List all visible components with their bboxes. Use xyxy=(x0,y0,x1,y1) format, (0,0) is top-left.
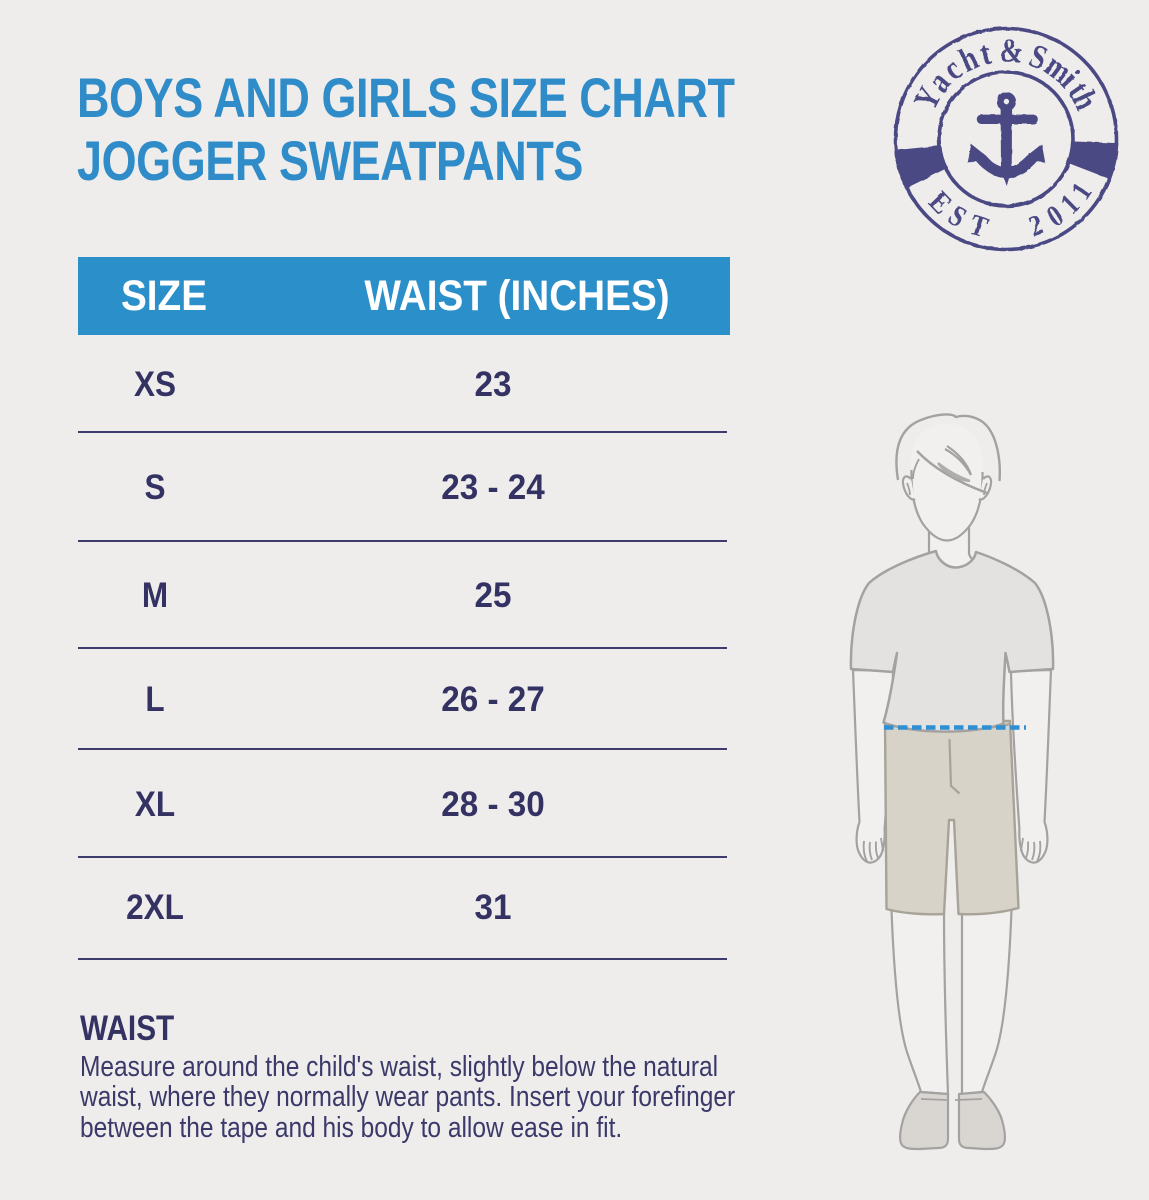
svg-text:2: 2 xyxy=(1024,208,1047,244)
svg-text:T: T xyxy=(965,208,992,245)
svg-text:&: & xyxy=(999,31,1025,71)
